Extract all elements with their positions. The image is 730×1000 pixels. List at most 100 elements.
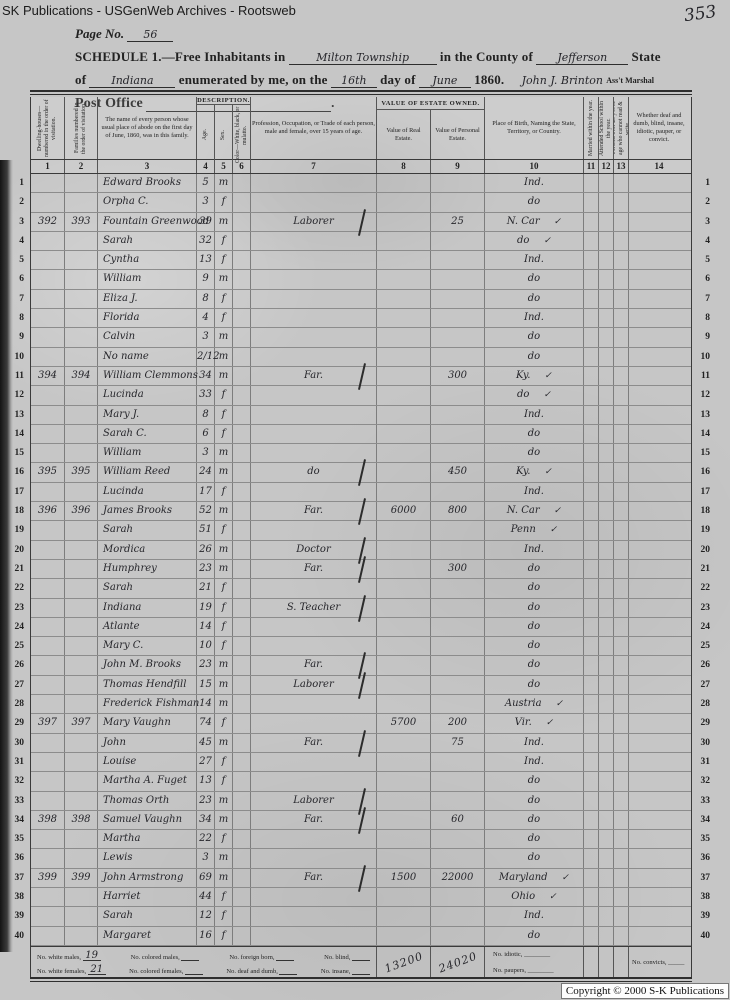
cell-age: 23 xyxy=(197,559,215,579)
cell-sex: m xyxy=(215,366,233,386)
cell-age: 3 xyxy=(197,849,215,868)
line-number: 26 xyxy=(700,660,711,671)
cell-color xyxy=(233,347,251,366)
line-number: 6 xyxy=(19,274,24,285)
cell-birthplace: N. Car ✓ xyxy=(485,212,584,231)
column-number: 11 xyxy=(584,160,599,173)
cell-occupation xyxy=(251,907,377,926)
cell-personal-estate-value xyxy=(431,926,485,945)
cell-family-number xyxy=(65,270,98,289)
cell-color xyxy=(233,521,251,540)
summary-field: No. colored females, xyxy=(129,964,203,976)
summary-field-value: 19 xyxy=(82,950,101,961)
cell-cannot-read-write xyxy=(614,579,629,598)
line-number: 23 xyxy=(700,602,711,613)
cell-age: 45 xyxy=(197,733,215,752)
cell-color xyxy=(233,656,251,675)
summary-row: No. white males, 19 No. colored males, No… xyxy=(30,946,692,978)
cell-married-within-year xyxy=(584,714,599,733)
cell-real-estate-value xyxy=(377,386,431,405)
cell-cannot-read-write xyxy=(614,424,629,444)
cell-birthplace: Ind. xyxy=(485,907,584,926)
state-label: State xyxy=(631,49,661,64)
cell-occupation xyxy=(251,193,377,212)
cell-real-estate-value xyxy=(377,231,431,251)
cell-attended-school xyxy=(599,405,614,424)
marshal-label: Ass't Marshal xyxy=(606,76,654,85)
cell-birthplace: Ind. xyxy=(485,251,584,270)
table-row: 392 393 Fountain Greenwood 39 m Laborer 25 N. C… xyxy=(31,208,691,236)
cell-cannot-read-write xyxy=(614,231,629,251)
line-number: 4 xyxy=(705,235,710,246)
cell-remarks xyxy=(629,406,689,424)
cell-remarks xyxy=(629,521,689,539)
line-number: 10 xyxy=(700,351,711,362)
cell-sex: f xyxy=(215,386,233,405)
cell-real-estate-value xyxy=(377,598,431,617)
table-row: Frederick Fishman 14 m Austria ✓ xyxy=(31,695,691,715)
cell-dwelling-number xyxy=(31,579,65,598)
check-mark: ✓ xyxy=(553,216,562,227)
table-row: 395 395 William Reed 24 m do 450 Ky. ✓ xyxy=(31,459,691,487)
cell-dwelling-number: 399 xyxy=(31,868,65,887)
cell-remarks xyxy=(629,637,689,655)
cell-married-within-year xyxy=(584,405,599,424)
cell-family-number xyxy=(65,540,98,559)
cell-remarks xyxy=(629,309,689,327)
cell-personal-estate-value xyxy=(431,174,485,193)
cell-age: 23 xyxy=(197,791,215,810)
cell-occupation xyxy=(251,695,377,714)
cell-personal-estate-value xyxy=(431,772,485,791)
cell-cannot-read-write xyxy=(614,289,629,309)
cell-family-number xyxy=(65,424,98,444)
cell-dwelling-number xyxy=(31,656,65,675)
cell-personal-estate-value: 25 xyxy=(431,212,485,231)
line-number: 9 xyxy=(705,332,710,343)
cell-attended-school xyxy=(599,444,614,463)
cell-remarks xyxy=(629,386,689,404)
cell-age: 44 xyxy=(197,887,215,907)
cell-birthplace: Ind. xyxy=(485,405,584,424)
stamped-page-number: 353 xyxy=(682,1,718,27)
cell-sex: f xyxy=(215,926,233,945)
cell-color xyxy=(233,926,251,945)
cell-cannot-read-write xyxy=(614,444,629,463)
cell-dwelling-number: 395 xyxy=(31,463,65,482)
cell-real-estate-value xyxy=(377,482,431,502)
cell-birthplace: do xyxy=(485,444,584,463)
cell-age: 8 xyxy=(197,289,215,309)
header-dwelling: Dwelling-houses—numbered in the order of… xyxy=(31,97,65,159)
cell-birthplace: do xyxy=(485,675,584,695)
table-row: William 3 m do xyxy=(31,444,691,464)
summary-field: No. white females, 21 xyxy=(37,964,106,976)
cell-married-within-year xyxy=(584,193,599,212)
cell-sex: m xyxy=(215,540,233,559)
cell-attended-school xyxy=(599,463,614,482)
cell-age: 52 xyxy=(197,502,215,521)
cell-personal-estate-value xyxy=(431,791,485,810)
cell-family-number xyxy=(65,559,98,579)
cell-family-number: 397 xyxy=(65,714,98,733)
cell-real-estate-value xyxy=(377,366,431,386)
line-number: 16 xyxy=(14,467,25,478)
cell-cannot-read-write xyxy=(614,656,629,675)
cell-sex: m xyxy=(215,212,233,231)
cell-remarks xyxy=(629,444,689,462)
cell-attended-school xyxy=(599,849,614,868)
cell-attended-school xyxy=(599,617,614,637)
cell-occupation xyxy=(251,386,377,405)
cell-sex: f xyxy=(215,424,233,444)
line-number: 7 xyxy=(19,293,24,304)
county-label: in the County of xyxy=(439,49,534,64)
cell-married-within-year xyxy=(584,791,599,810)
cell-name: Harriet xyxy=(98,887,197,907)
column-number: 8 xyxy=(377,160,431,173)
cell-personal-estate-value xyxy=(431,656,485,675)
cell-married-within-year xyxy=(584,559,599,579)
cell-remarks xyxy=(629,502,689,520)
line-number: 2 xyxy=(705,197,710,208)
line-number: 26 xyxy=(14,660,25,671)
cell-color xyxy=(233,868,251,887)
cell-family-number xyxy=(65,791,98,810)
cell-dwelling-number xyxy=(31,733,65,752)
